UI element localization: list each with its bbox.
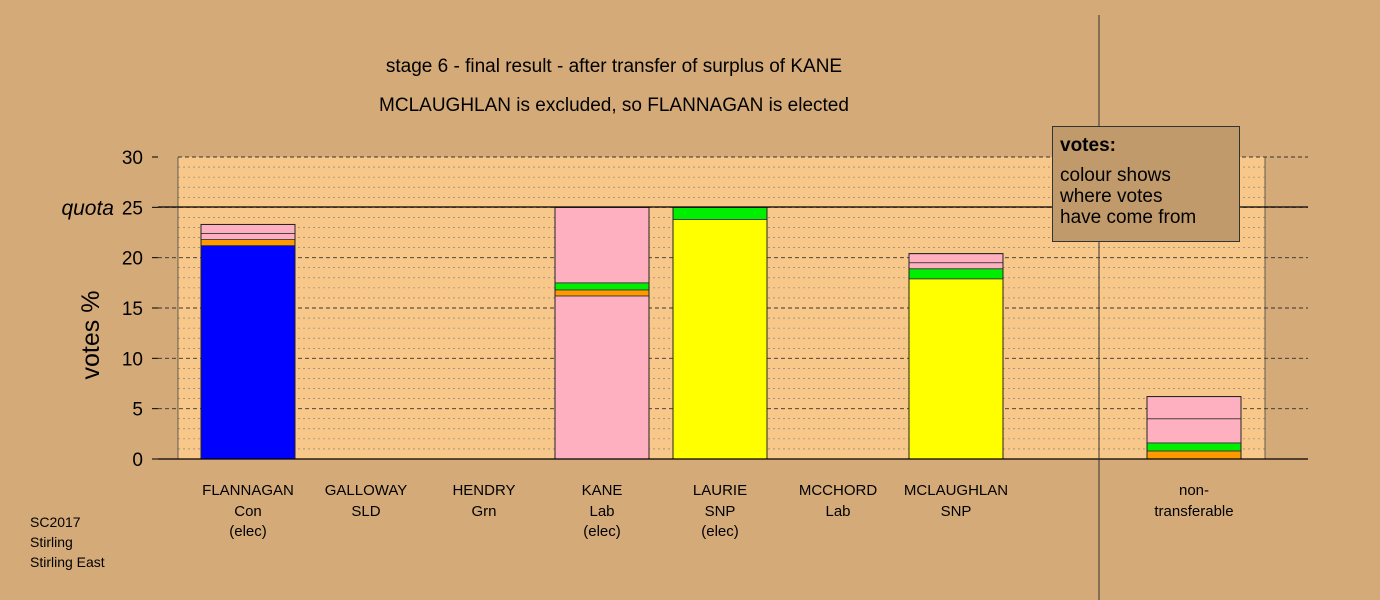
y-tick-label: 15	[122, 299, 143, 320]
candidate-name: FLANNAGAN	[202, 482, 294, 499]
legend-heading: votes:	[1060, 135, 1116, 156]
candidate-party: SLD	[351, 503, 380, 520]
legend-line-1: colour shows	[1060, 165, 1171, 186]
bar-segment-green	[1146, 442, 1242, 452]
bar-segment-sld	[1146, 450, 1242, 460]
candidate-party: SNP	[705, 503, 736, 520]
bar-segment-con	[200, 245, 296, 460]
candidate-party: Con	[234, 503, 262, 520]
candidate-name: GALLOWAY	[325, 482, 408, 499]
legend-box: votes: colour shows where votes have com…	[1052, 126, 1240, 242]
candidate-name: KANE	[582, 482, 623, 499]
bar-segment-lab	[554, 206, 650, 284]
chart-subtitle: MCLAUGHLAN is excluded, so FLANNAGAN is …	[379, 95, 849, 116]
y-tick-label: 5	[132, 400, 143, 421]
candidate-party: Lab	[589, 503, 614, 520]
candidate-status: (elec)	[583, 523, 621, 540]
candidate-status: (elec)	[229, 523, 267, 540]
bar-segment-lab	[200, 224, 296, 234]
footer-council: Stirling	[30, 534, 73, 550]
footer-ward: Stirling East	[30, 554, 105, 570]
y-tick-label: 20	[122, 249, 143, 270]
quota-label: quota	[61, 197, 114, 220]
bar-segment-sld	[200, 239, 296, 246]
y-tick-label: 0	[132, 450, 143, 471]
footer-info: SC2017 Stirling Stirling East	[30, 512, 105, 572]
chart-title: stage 6 - final result - after transfer …	[386, 56, 842, 77]
bar-segment-snp	[672, 219, 768, 460]
bar-segment-lab	[908, 253, 1004, 264]
bar-segment-lab	[554, 295, 650, 460]
legend-line-2: where votes	[1060, 186, 1163, 207]
candidate-name: HENDRY	[452, 482, 515, 499]
y-axis-label: votes %	[77, 291, 105, 380]
bar-segment-snp	[908, 278, 1004, 460]
candidate-party: Grn	[471, 503, 496, 520]
y-axis: 0 5 10 15 20 25 30	[122, 148, 158, 471]
bar-segment-lab	[1146, 396, 1242, 420]
bar-segment-sld	[554, 289, 650, 297]
footer-election: SC2017	[30, 514, 81, 530]
bar-segment-green	[672, 206, 768, 220]
candidate-party: Lab	[825, 503, 850, 520]
bar-segment-lab	[908, 262, 1004, 270]
bar-segment-lab	[200, 233, 296, 240]
y-tick-label: 10	[122, 349, 143, 370]
nontransferable-label: transferable	[1154, 503, 1233, 520]
x-labels: FLANNAGAN Con (elec) GALLOWAY SLD HENDRY Grn KA…	[202, 482, 1233, 540]
nontransferable-label: non-	[1179, 482, 1209, 499]
legend-line-3: have come from	[1060, 207, 1197, 228]
candidate-name: MCLAUGHLAN	[904, 482, 1008, 499]
bars	[200, 206, 1242, 460]
y-tick-label: 25	[122, 198, 143, 219]
bar-segment-green	[908, 268, 1004, 280]
candidate-name: MCCHORD	[799, 482, 877, 499]
bar-segment-lab	[1146, 418, 1242, 444]
bar-segment-green	[554, 282, 650, 291]
candidate-status: (elec)	[701, 523, 739, 540]
candidate-name: LAURIE	[693, 482, 747, 499]
candidate-party: SNP	[941, 503, 972, 520]
y-tick-label: 30	[122, 148, 143, 169]
